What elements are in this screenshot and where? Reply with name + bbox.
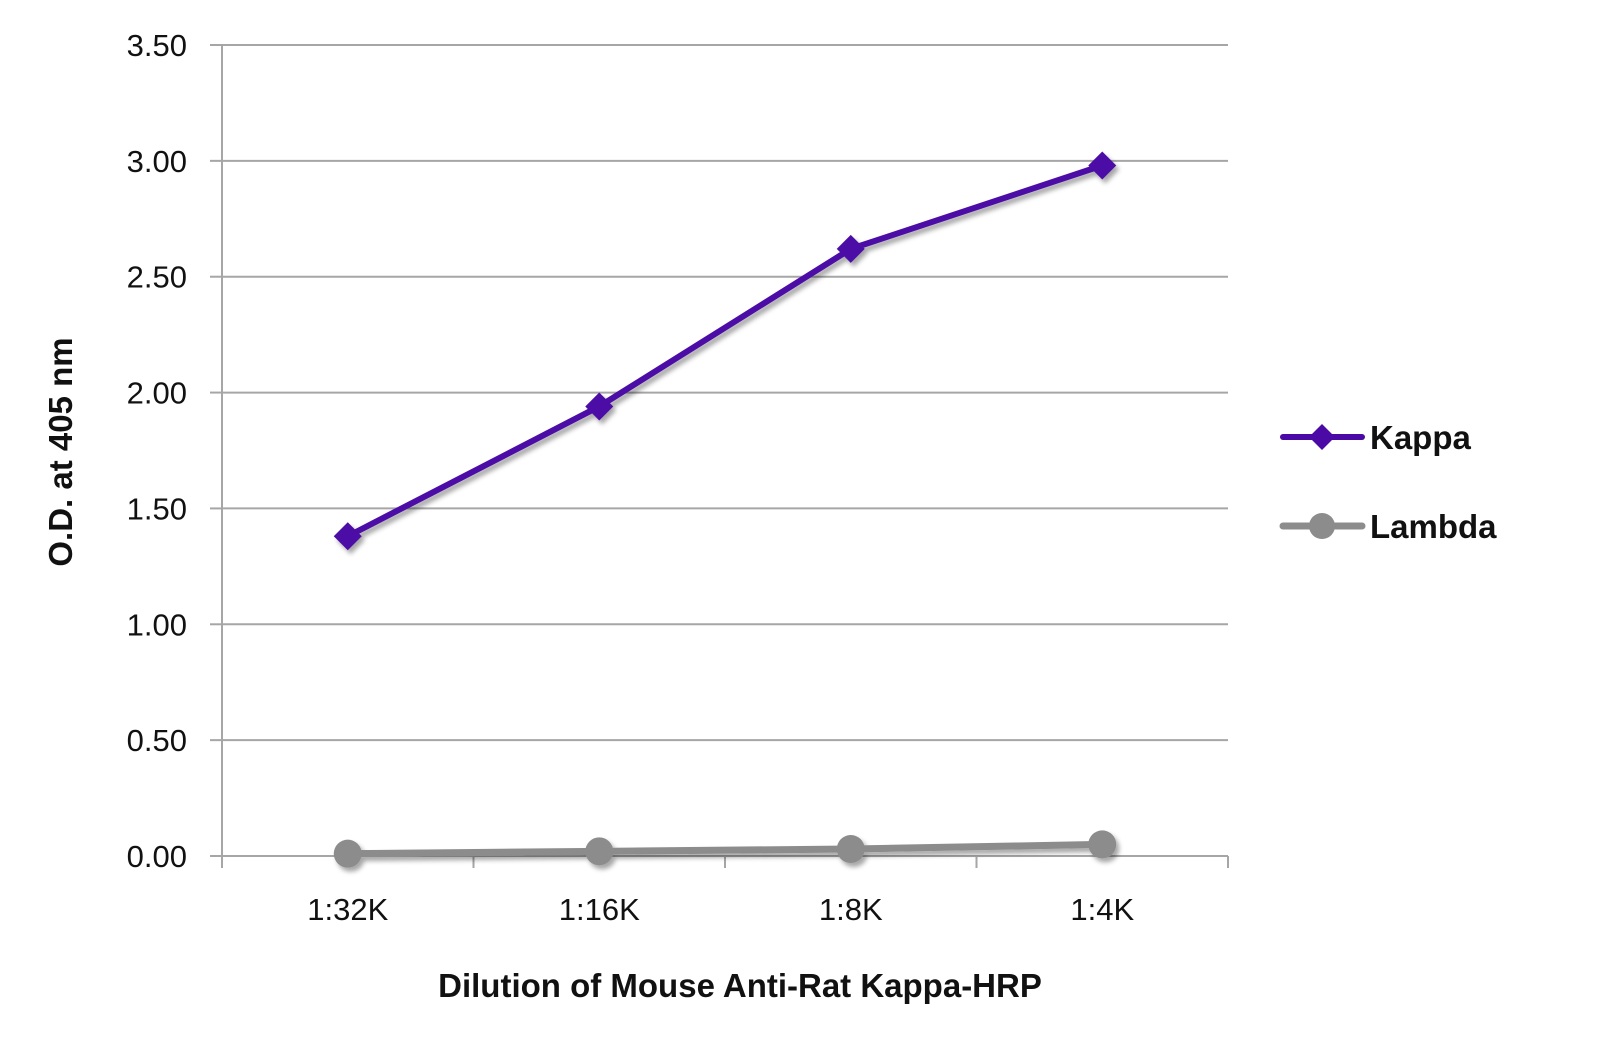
legend-marker-circle [1309,513,1335,539]
data-point-kappa [836,234,865,263]
series-line-kappa [344,162,1106,540]
series-lambda [333,830,1117,868]
legend-item-lambda: Lambda [1279,508,1497,545]
y-tick-label: 3.00 [127,144,187,179]
data-point-lambda [333,839,362,868]
series-kappa [333,151,1117,551]
x-tick-label: 1:32K [307,892,388,927]
x-axis-title: Dilution of Mouse Anti-Rat Kappa-HRP [438,967,1042,1004]
legend: Kappa Lambda [1279,419,1497,545]
legend-label: Lambda [1370,508,1497,545]
data-point-kappa [1088,151,1117,180]
x-tick-label: 1:16K [559,892,640,927]
data-point-lambda [1088,830,1117,859]
y-tick-label: 1.00 [127,607,187,642]
x-tick-label: 1:8K [819,892,883,927]
y-tick-label: 0.00 [127,839,187,874]
series-line-lambda [344,840,1106,858]
y-tick-label: 1.50 [127,491,187,526]
y-tick-label: 3.50 [127,28,187,63]
legend-marker-diamond [1309,424,1335,450]
gridlines [222,44,1228,742]
y-tick-label: 0.50 [127,723,187,758]
data-point-kappa [333,522,362,551]
data-point-kappa [585,392,614,421]
legend-label: Kappa [1370,419,1472,456]
data-point-lambda [585,837,614,866]
data-point-lambda [836,835,865,864]
y-tick-label: 2.50 [127,260,187,295]
y-axis-title: O.D. at 405 nm [42,337,79,566]
legend-item-kappa: Kappa [1280,419,1472,456]
axes: 0.00 0.50 1.00 1.50 2.00 2.50 3.00 3.50 1:32K 1:1… [127,28,1229,927]
y-tick-label: 2.00 [127,376,187,411]
x-tick-label: 1:4K [1070,892,1134,927]
series [333,151,1117,868]
